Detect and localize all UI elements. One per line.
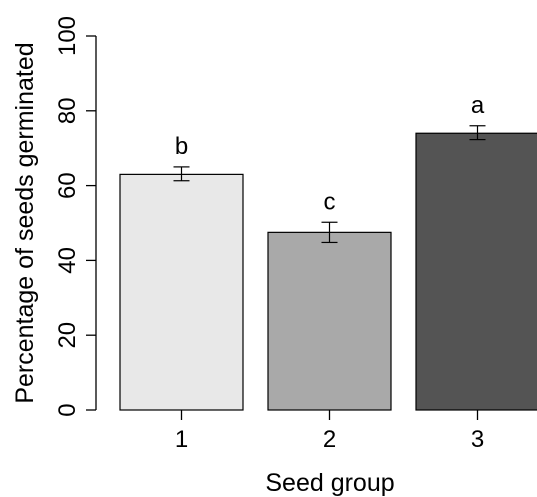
y-tick-label: 80 bbox=[54, 97, 81, 124]
y-tick-label: 0 bbox=[54, 403, 81, 416]
bar-group-3 bbox=[415, 132, 537, 411]
x-tick-label: 2 bbox=[323, 426, 336, 453]
significance-letter: c bbox=[324, 188, 336, 215]
y-tick-label: 20 bbox=[54, 322, 81, 349]
bar-group-2 bbox=[267, 231, 392, 411]
x-axis-title: Seed group bbox=[265, 469, 394, 497]
significance-letter: a bbox=[471, 92, 485, 119]
x-tick-label: 3 bbox=[471, 426, 484, 453]
x-axis: 1 2 3 bbox=[175, 410, 484, 453]
y-axis: 0 20 40 60 80 100 bbox=[54, 16, 97, 417]
bars-group: b c a bbox=[119, 92, 537, 411]
y-tick-label: 40 bbox=[54, 247, 81, 274]
y-tick-label: 60 bbox=[54, 172, 81, 199]
significance-letter: b bbox=[175, 133, 188, 160]
bar-group-1 bbox=[119, 173, 244, 411]
y-tick-label: 100 bbox=[54, 16, 81, 56]
x-tick-label: 1 bbox=[175, 426, 188, 453]
y-axis-title: Percentage of seeds germinated bbox=[11, 42, 39, 403]
